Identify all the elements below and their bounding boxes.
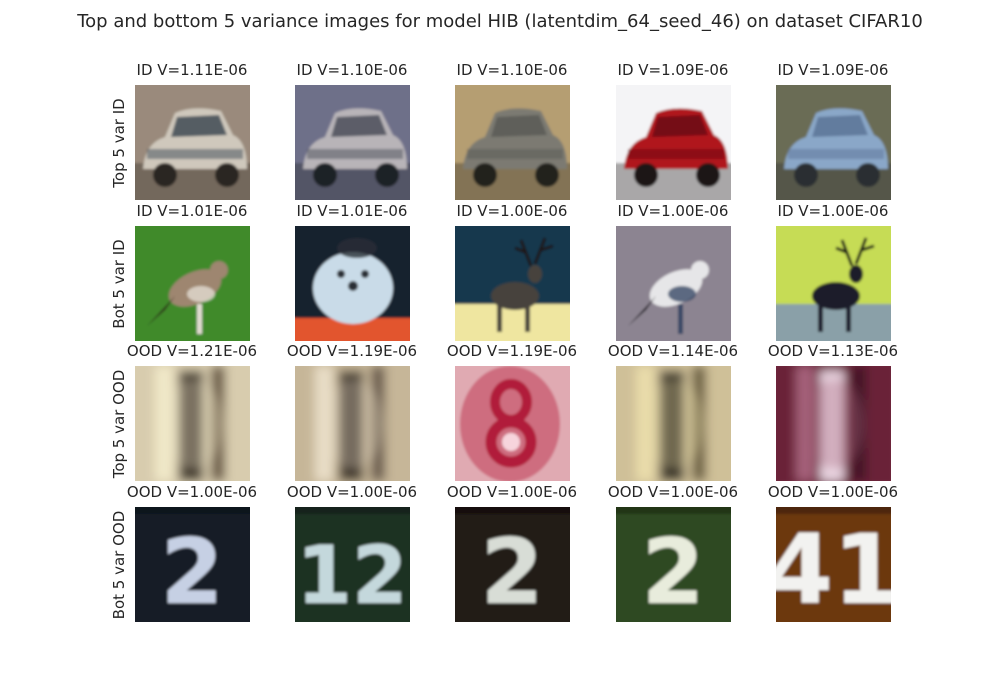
image-title: ID V=1.00E-06 xyxy=(456,202,568,220)
image-title: OOD V=1.00E-06 xyxy=(607,483,739,501)
svg-text:2: 2 xyxy=(480,520,543,622)
image-title: ID V=1.00E-06 xyxy=(777,202,889,220)
deer-thumbnail xyxy=(775,226,891,341)
dog-thumbnail xyxy=(294,226,410,341)
svg-text:2: 2 xyxy=(641,520,704,622)
row-label: Top 5 var OOD xyxy=(110,369,128,478)
image-title: OOD V=1.19E-06 xyxy=(286,342,418,360)
digit-2-thumbnail: 2 xyxy=(134,507,250,622)
bird-thumbnail xyxy=(615,226,731,341)
car-thumbnail xyxy=(454,85,570,200)
image-title: OOD V=1.00E-06 xyxy=(446,483,578,501)
car-thumbnail xyxy=(294,85,410,200)
blur-digit-thumbnail xyxy=(775,366,891,481)
image-title: ID V=1.10E-06 xyxy=(456,61,568,79)
row-label: Bot 5 var ID xyxy=(110,238,128,329)
row-label: Top 5 var ID xyxy=(110,97,128,188)
digit-2-thumbnail: 2 xyxy=(454,507,570,622)
image-title: OOD V=1.00E-06 xyxy=(126,483,258,501)
svg-text:2: 2 xyxy=(160,520,223,622)
image-title: ID V=1.01E-06 xyxy=(296,202,408,220)
bird-thumbnail xyxy=(134,226,250,341)
figure-title: Top and bottom 5 variance images for mod… xyxy=(77,11,923,32)
digit-41-thumbnail: 41 xyxy=(775,507,891,622)
image-title: ID V=1.01E-06 xyxy=(136,202,248,220)
image-title: ID V=1.09E-06 xyxy=(777,61,889,79)
digit-8-thumbnail xyxy=(454,366,570,481)
blur-digit-thumbnail xyxy=(134,366,250,481)
image-title: OOD V=1.00E-06 xyxy=(286,483,418,501)
svg-text:41: 41 xyxy=(776,514,891,622)
image-title: ID V=1.11E-06 xyxy=(136,61,248,79)
image-title: OOD V=1.14E-06 xyxy=(607,342,739,360)
image-title: ID V=1.10E-06 xyxy=(296,61,408,79)
blur-digit-thumbnail xyxy=(615,366,731,481)
car-thumbnail xyxy=(134,85,250,200)
car-thumbnail xyxy=(775,85,891,200)
image-title: OOD V=1.21E-06 xyxy=(126,342,258,360)
car-thumbnail xyxy=(615,85,731,200)
image-title: ID V=1.00E-06 xyxy=(617,202,729,220)
image-title: ID V=1.09E-06 xyxy=(617,61,729,79)
svg-text:12: 12 xyxy=(296,529,407,622)
row-label: Bot 5 var OOD xyxy=(110,510,128,619)
image-title: OOD V=1.13E-06 xyxy=(767,342,899,360)
digit-12-thumbnail: 12 xyxy=(294,507,410,622)
digit-2-thumbnail: 2 xyxy=(615,507,731,622)
blur-digit-thumbnail xyxy=(294,366,410,481)
deer-thumbnail xyxy=(454,226,570,341)
image-title: OOD V=1.00E-06 xyxy=(767,483,899,501)
image-title: OOD V=1.19E-06 xyxy=(446,342,578,360)
